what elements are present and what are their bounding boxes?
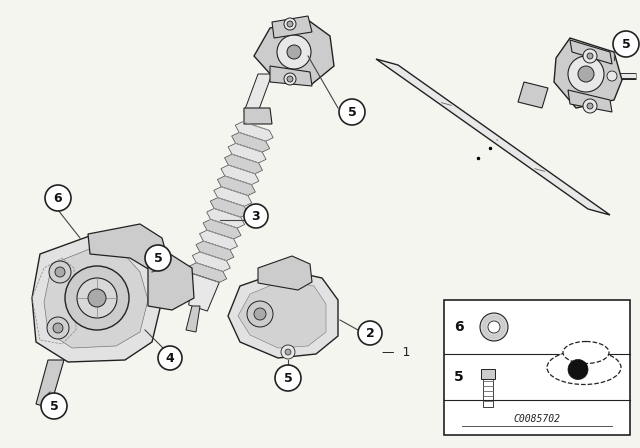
Polygon shape — [214, 187, 252, 207]
Polygon shape — [258, 256, 312, 290]
Circle shape — [339, 99, 365, 125]
Polygon shape — [32, 234, 162, 362]
Circle shape — [277, 35, 311, 69]
Circle shape — [284, 73, 296, 85]
Polygon shape — [189, 274, 220, 311]
Circle shape — [244, 204, 268, 228]
Polygon shape — [272, 16, 312, 38]
Circle shape — [358, 321, 382, 345]
Polygon shape — [36, 360, 64, 408]
Circle shape — [88, 289, 106, 307]
Text: 3: 3 — [252, 210, 260, 223]
Circle shape — [583, 99, 597, 113]
Circle shape — [275, 365, 301, 391]
Polygon shape — [148, 254, 194, 310]
Circle shape — [480, 313, 508, 341]
Circle shape — [578, 66, 594, 82]
Circle shape — [49, 261, 71, 283]
Circle shape — [287, 76, 293, 82]
Polygon shape — [228, 143, 266, 163]
Polygon shape — [566, 56, 598, 80]
Ellipse shape — [563, 341, 609, 363]
Circle shape — [77, 278, 117, 318]
Polygon shape — [200, 230, 237, 250]
Text: 5: 5 — [454, 370, 464, 384]
Text: 6: 6 — [454, 320, 463, 334]
Polygon shape — [189, 263, 227, 282]
Polygon shape — [518, 82, 548, 108]
Circle shape — [287, 21, 293, 27]
Circle shape — [65, 266, 129, 330]
Polygon shape — [254, 20, 334, 84]
Circle shape — [587, 103, 593, 109]
Polygon shape — [238, 280, 326, 348]
Circle shape — [145, 245, 171, 271]
Polygon shape — [244, 108, 272, 124]
Circle shape — [47, 317, 69, 339]
Polygon shape — [568, 90, 612, 112]
Text: 5: 5 — [348, 105, 356, 119]
Polygon shape — [270, 66, 312, 86]
Polygon shape — [193, 252, 230, 271]
Circle shape — [284, 18, 296, 30]
Circle shape — [45, 185, 71, 211]
Polygon shape — [244, 74, 272, 112]
Circle shape — [41, 393, 67, 419]
Text: 5: 5 — [621, 38, 630, 51]
Text: 5: 5 — [284, 371, 292, 384]
Polygon shape — [207, 208, 244, 228]
Circle shape — [587, 53, 593, 59]
Text: 6: 6 — [54, 191, 62, 204]
Polygon shape — [554, 38, 622, 108]
Circle shape — [281, 345, 295, 359]
Text: 2: 2 — [365, 327, 374, 340]
Circle shape — [583, 49, 597, 63]
Polygon shape — [228, 270, 338, 358]
Circle shape — [158, 346, 182, 370]
Polygon shape — [186, 306, 200, 332]
Polygon shape — [88, 224, 168, 270]
Polygon shape — [232, 133, 269, 152]
Circle shape — [613, 31, 639, 57]
Text: C0085702: C0085702 — [513, 414, 561, 424]
Circle shape — [53, 323, 63, 333]
Polygon shape — [570, 40, 612, 64]
Polygon shape — [218, 176, 255, 195]
Text: —  1: — 1 — [382, 345, 410, 358]
Polygon shape — [44, 248, 148, 348]
Circle shape — [568, 56, 604, 92]
Text: 5: 5 — [50, 400, 58, 413]
Polygon shape — [225, 154, 262, 174]
Circle shape — [568, 359, 588, 379]
Circle shape — [247, 301, 273, 327]
Text: 4: 4 — [166, 352, 174, 365]
Text: 5: 5 — [154, 251, 163, 264]
Circle shape — [254, 308, 266, 320]
Circle shape — [287, 45, 301, 59]
Polygon shape — [221, 165, 259, 185]
Polygon shape — [376, 59, 610, 215]
Circle shape — [607, 71, 617, 81]
FancyBboxPatch shape — [481, 369, 495, 379]
Polygon shape — [196, 241, 234, 261]
Circle shape — [488, 321, 500, 333]
Circle shape — [285, 349, 291, 355]
Polygon shape — [203, 220, 241, 239]
Circle shape — [55, 267, 65, 277]
Polygon shape — [210, 198, 248, 217]
FancyBboxPatch shape — [444, 300, 630, 435]
Ellipse shape — [547, 350, 621, 384]
Polygon shape — [236, 121, 273, 141]
